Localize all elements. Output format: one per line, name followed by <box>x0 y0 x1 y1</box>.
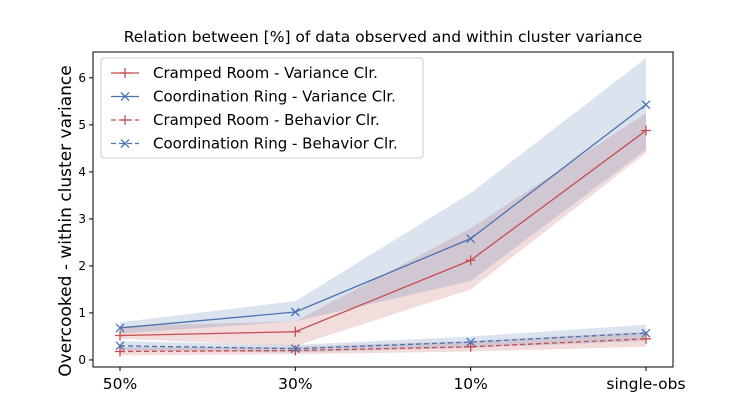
marker-series-1-point-2 <box>290 326 301 337</box>
marker-series-1-point-1 <box>115 330 125 341</box>
band-series-3 <box>120 331 646 356</box>
marker-series-1-point-3 <box>465 255 476 266</box>
x-tick-label-2: 10% <box>453 375 487 393</box>
line-series-2 <box>119 104 647 329</box>
legend-label-4: Coordination Ring - Behavior Clr. <box>153 135 398 153</box>
marker-series-4-point-2 <box>290 344 300 354</box>
legend-label-2: Coordination Ring - Variance Clr. <box>153 88 396 106</box>
marker-series-1-point-4 <box>641 125 651 136</box>
marker-series-2-point-3 <box>466 234 476 244</box>
y-tick-label-2: 2 <box>78 259 86 273</box>
line-series-1 <box>119 129 647 337</box>
marker-series-3-point-2 <box>290 345 301 356</box>
x-tick-label-3: single-obs <box>606 375 685 393</box>
band-series-2 <box>120 58 646 334</box>
x-tick-label-1: 30% <box>278 375 312 393</box>
y-tick-label-0: 0 <box>78 353 86 367</box>
marker-series-2-point-1 <box>115 323 125 333</box>
legend-marker-2 <box>120 92 130 101</box>
y-axis-label: Overcooked - within cluster variance <box>56 65 76 376</box>
x-tick-label-0: 50% <box>103 375 137 393</box>
y-tick-label-5: 5 <box>78 118 86 132</box>
y-tick-label-6: 6 <box>78 71 86 85</box>
band-series-1 <box>120 113 646 346</box>
marker-series-4-point-1 <box>115 341 125 351</box>
axes-frame <box>92 51 674 368</box>
marker-series-2-point-4 <box>641 100 651 110</box>
legend-marker-3 <box>120 115 130 125</box>
chart-title: Relation between [%] of data observed an… <box>124 28 643 46</box>
marker-series-3-point-3 <box>465 341 476 352</box>
legend-label-1: Cramped Room - Variance Clr. <box>153 64 378 82</box>
y-tick-label-3: 3 <box>78 212 86 226</box>
legend-marker-4 <box>120 139 130 148</box>
legend-box <box>100 57 424 159</box>
legend-marker-1 <box>120 68 130 78</box>
plot-area: 0 1 2 3 4 5 6 50% 30% 10% single-obs Cramped Room -… <box>78 51 686 393</box>
y-tick-label-1: 1 <box>78 306 86 320</box>
band-series-4 <box>120 324 646 353</box>
marker-series-2-point-2 <box>290 307 300 317</box>
y-tick-label-4: 4 <box>78 165 86 179</box>
marker-series-4-point-3 <box>466 337 476 347</box>
marker-series-3-point-4 <box>641 333 651 344</box>
marker-series-4-point-4 <box>641 328 651 338</box>
marker-series-3-point-1 <box>115 346 125 357</box>
legend-label-3: Cramped Room - Behavior Clr. <box>153 111 380 129</box>
